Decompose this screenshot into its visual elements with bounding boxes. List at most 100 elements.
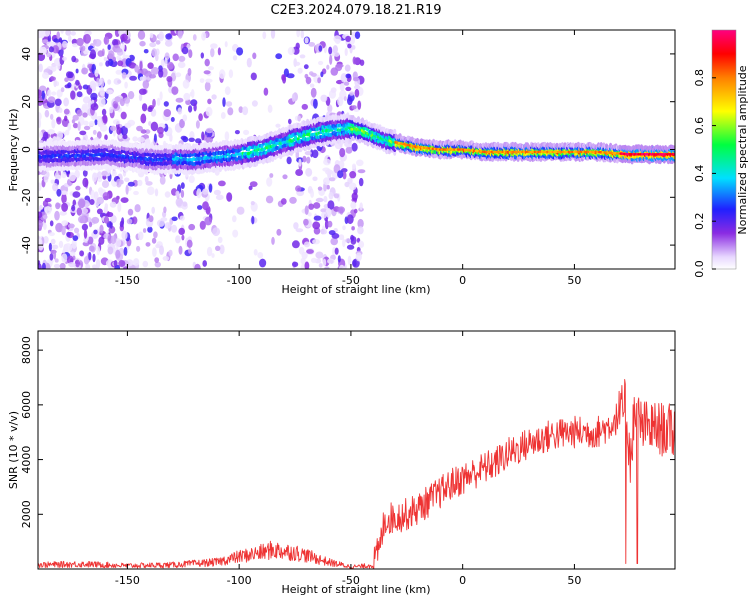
x-tick-label: 50 <box>567 274 581 287</box>
spectrogram-cell <box>192 34 197 41</box>
spectrogram-cell <box>60 87 65 93</box>
spectrogram-cell <box>358 240 365 248</box>
spectrogram-cell <box>193 103 197 112</box>
spectrogram-cell <box>64 243 73 253</box>
spectrogram-cell <box>155 40 161 45</box>
spectrogram-cell <box>356 159 364 167</box>
spectrogram-cell <box>195 120 200 129</box>
colorbar-label: Normalized spectral amplitude <box>736 65 749 234</box>
spectrogram-cell <box>137 136 145 143</box>
spectrogram-cell <box>219 244 225 255</box>
spectrogram-cell <box>211 253 215 258</box>
spectrogram-cell <box>234 130 240 135</box>
x-tick-label: -50 <box>342 574 360 587</box>
spectrogram-cell <box>50 113 54 120</box>
spectrogram-cell <box>88 72 96 78</box>
spectrogram-cell <box>113 103 118 109</box>
spectrogram-cell <box>359 202 363 211</box>
spectrogram-cell <box>58 37 63 43</box>
spectrogram-cell <box>203 70 211 75</box>
x-tick-label: 50 <box>567 574 581 587</box>
spectrogram-cell <box>318 60 324 66</box>
spectrogram-cell <box>246 57 252 68</box>
spectrogram-cell <box>121 41 125 51</box>
spectrogram-cell <box>179 118 185 129</box>
spectrogram-cell <box>53 249 57 260</box>
spectrogram-cell <box>71 204 76 212</box>
spectrogram-cell <box>107 246 114 255</box>
spectrogram-cell <box>54 210 60 221</box>
spectrogram-cell <box>137 231 144 241</box>
spectrogram-cell <box>82 241 90 247</box>
spectrogram-cell <box>102 114 108 124</box>
spectrogram-cell <box>149 32 154 39</box>
colorbar-tick-label: 0.2 <box>693 212 706 230</box>
spectrogram-cell <box>122 134 128 140</box>
spectrogram-cell <box>118 260 126 267</box>
spectrogram-cell <box>145 242 151 247</box>
spectrogram-cell <box>346 244 355 250</box>
spectrogram-cell <box>345 86 352 92</box>
spectrogram-cell <box>153 133 157 143</box>
spectrogram-cell <box>74 227 80 234</box>
colorbar: 0.00.20.40.60.8 Normalized spectral ampl… <box>693 29 749 278</box>
spectrogram-cell <box>344 64 351 72</box>
spectrogram-cell <box>181 234 185 241</box>
spectrogram-cell <box>154 188 159 197</box>
spectrogram-cell <box>300 257 306 265</box>
spectrogram-cell <box>351 192 358 201</box>
spectrogram-cell <box>51 244 59 250</box>
spectrogram-cell <box>103 206 108 214</box>
spectrogram-cell <box>202 188 209 195</box>
spectrogram-cell <box>99 224 104 234</box>
spectrogram-cell <box>345 146 353 154</box>
figure-title: C2E3.2024.079.18.21.R19 <box>270 3 441 18</box>
spectrogram-cell <box>61 220 69 226</box>
spectrogram-cell <box>320 71 324 78</box>
spectrogram-cell <box>332 45 338 54</box>
spectrogram-cell <box>114 238 122 248</box>
spectrogram-cell <box>39 131 43 140</box>
spectrogram-cell <box>109 106 114 114</box>
spectrogram-cell <box>171 216 178 222</box>
spectrogram-cell <box>204 216 212 226</box>
spectrogram-cell <box>182 201 188 207</box>
spectrogram-cell <box>119 98 125 107</box>
spectrogram-cell <box>52 45 60 54</box>
spectrogram-cell <box>344 48 348 56</box>
spectrogram-cell <box>297 115 302 122</box>
spectrogram-cell <box>304 151 312 156</box>
spectrogram-cell <box>61 202 68 212</box>
spectrogram-cell <box>222 97 226 108</box>
spectrogram-cell <box>251 215 255 225</box>
spectrogram-cell <box>219 69 226 80</box>
spectrogram-cell <box>291 93 296 103</box>
spectrogram-cell <box>250 72 257 81</box>
spectrogram-cell <box>48 46 55 53</box>
spectrogram-cell <box>88 251 92 261</box>
spectrogram-cell <box>38 182 42 191</box>
spectrogram-cell <box>162 256 170 261</box>
spectrogram-cell <box>136 245 141 252</box>
spectrogram-cell <box>355 252 362 262</box>
x-tick-label: -50 <box>342 274 360 287</box>
spectrogram-cell <box>96 196 105 205</box>
spectrogram-cell <box>120 111 127 120</box>
spectrogram-cell <box>286 73 295 79</box>
spectrogram-cell <box>119 220 124 228</box>
spectrogram-cell <box>48 232 55 237</box>
spectrogram-cell <box>232 215 237 223</box>
spectrogram-cell <box>117 60 124 67</box>
spectrogram-cell <box>303 64 309 70</box>
spectrogram-cell <box>308 203 315 210</box>
spectrogram-cell <box>150 121 159 132</box>
spectrogram-cell <box>92 172 98 183</box>
spectrogram-cell <box>204 58 210 67</box>
spectrogram-cell <box>348 182 357 191</box>
spectrogram-cell <box>305 76 312 85</box>
spectrogram-cell <box>175 72 182 78</box>
spectrogram-cell <box>349 171 357 179</box>
